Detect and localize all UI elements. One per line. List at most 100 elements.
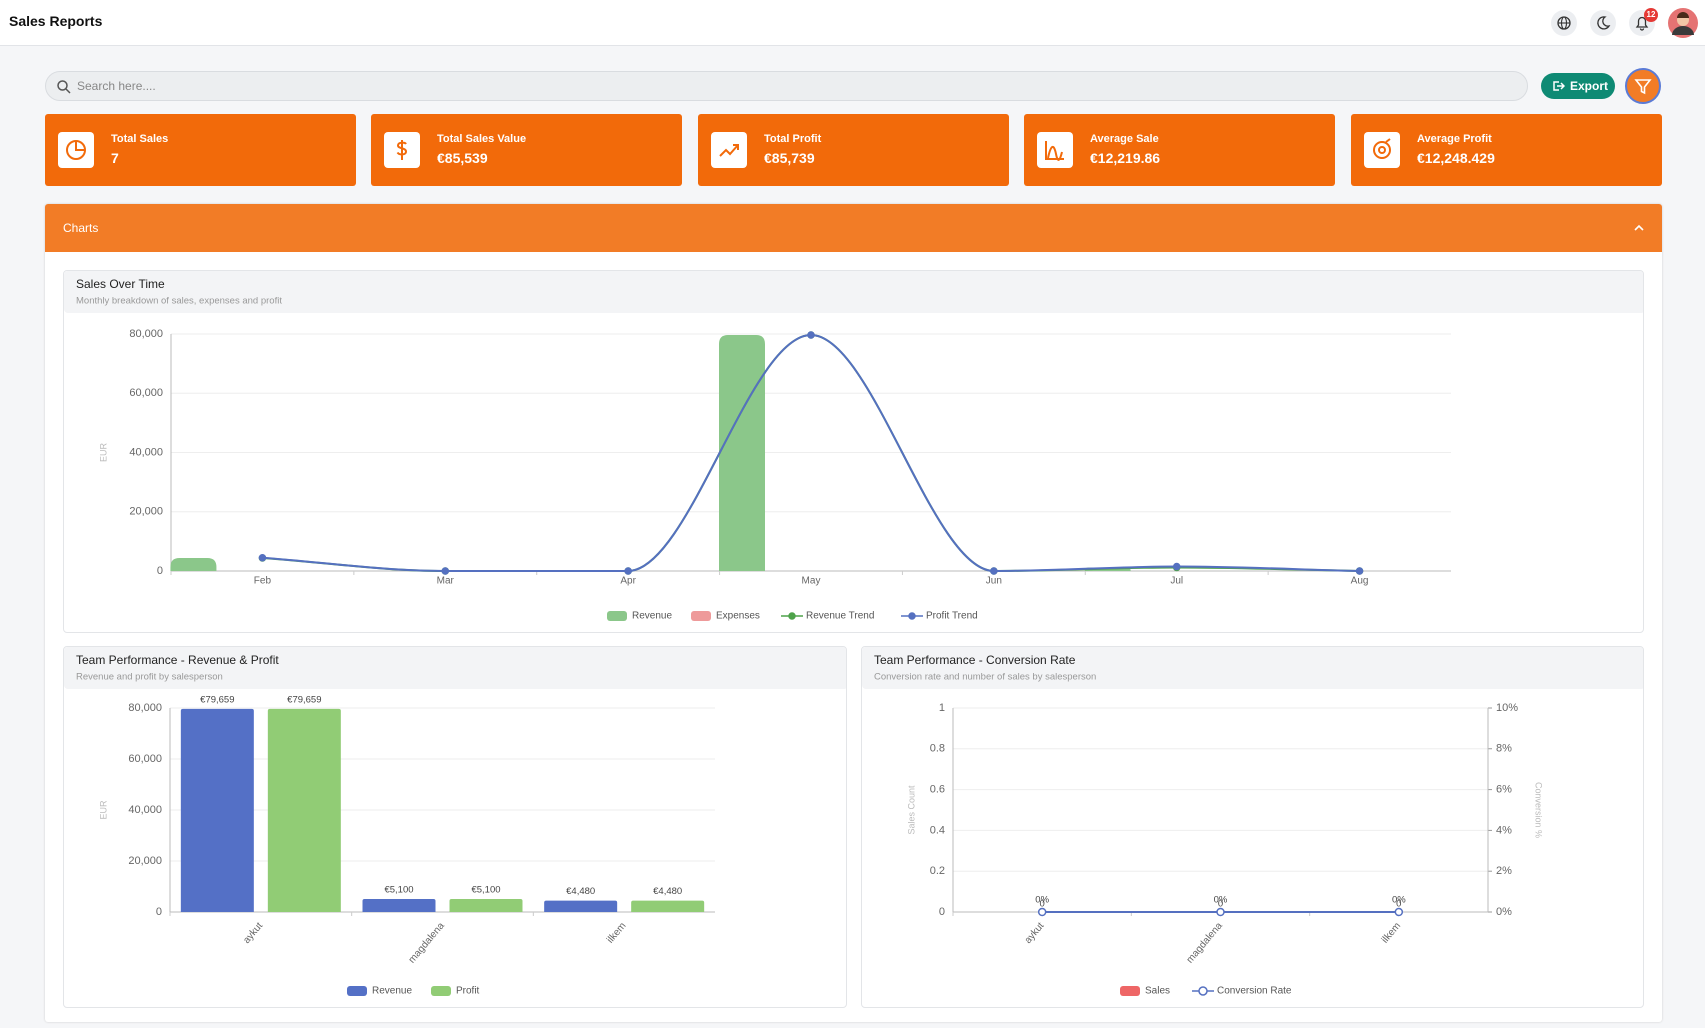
chart-card: Team Performance - Conversion Rate Conver…	[861, 646, 1644, 1008]
bar	[449, 898, 523, 912]
x-tick-label: magdalena	[1185, 920, 1226, 965]
stat-icon	[711, 132, 747, 168]
stat-icon	[58, 132, 94, 168]
y-tick-label: 0	[157, 565, 163, 577]
y-axis-label: EUR	[98, 443, 108, 463]
filter-button[interactable]	[1625, 68, 1661, 104]
search-bar[interactable]: Search here....	[45, 71, 1528, 101]
y-tick-label: 0	[156, 906, 162, 918]
stat-label: Total Profit	[764, 133, 822, 145]
bar	[631, 900, 705, 912]
stat-icon	[1364, 132, 1400, 168]
y2-tick-label: 4%	[1496, 824, 1512, 836]
y-axis-label: Sales Count	[906, 785, 916, 835]
page-title: Sales Reports	[9, 13, 103, 29]
bar-value-label: €79,659	[287, 694, 321, 705]
line-point	[1037, 907, 1047, 917]
y-tick-label: 0.8	[930, 743, 945, 755]
y-tick-label: 0.6	[930, 784, 945, 796]
stat-card: Total Profit €85,739	[698, 114, 1009, 186]
stat-value: €12,219.86	[1090, 150, 1161, 166]
globe-icon	[1557, 16, 1571, 30]
x-tick-label: ilkem	[1380, 921, 1403, 946]
moon-icon	[1597, 16, 1611, 30]
y-tick-label: 1	[939, 702, 945, 714]
stat-card: Total Sales Value €85,539	[371, 114, 682, 186]
stat-value: €85,739	[764, 150, 815, 166]
chart-card: Team Performance - Revenue & Profit Reven…	[63, 646, 847, 1008]
y2-tick-label: 0%	[1496, 906, 1512, 918]
legend-label: Profit	[456, 986, 480, 997]
line-point	[258, 553, 267, 562]
stat-value: 7	[111, 150, 119, 166]
language-button[interactable]	[1551, 10, 1577, 36]
stat-label: Total Sales Value	[437, 133, 527, 145]
x-tick-label: May	[802, 576, 821, 587]
x-tick-label: Mar	[437, 576, 455, 587]
top-bar: Sales Reports 12	[0, 0, 1705, 46]
line-point	[1172, 562, 1181, 571]
bar	[544, 900, 618, 912]
search-placeholder: Search here....	[77, 79, 156, 93]
y-tick-label: 40,000	[129, 446, 163, 458]
stat-icon	[1037, 132, 1073, 168]
notifications-button[interactable]: 12	[1629, 8, 1658, 36]
collapse-icon	[1634, 224, 1644, 231]
stat-label: Average Profit	[1417, 133, 1492, 145]
search-icon	[57, 80, 71, 94]
y-tick-label: 0	[939, 906, 945, 918]
x-tick-label: aykut	[241, 920, 265, 946]
chart-header	[64, 647, 846, 689]
chart-card: Sales Over Time Monthly breakdown of sale…	[63, 270, 1644, 633]
x-tick-label: aykut	[1023, 920, 1047, 946]
y2-tick-label: 2%	[1496, 865, 1512, 877]
legend-label: Revenue Trend	[806, 611, 874, 622]
legend-label: Profit Trend	[926, 611, 978, 622]
stat-icon	[384, 132, 420, 168]
line-point	[441, 567, 450, 575]
x-tick-label: ilkem	[605, 921, 628, 946]
export-button[interactable]: Export	[1541, 73, 1615, 99]
y2-tick-label: 10%	[1496, 702, 1518, 714]
line-point	[807, 331, 815, 339]
bar-value-label: 0	[1396, 899, 1401, 910]
legend-swatch	[1120, 986, 1140, 996]
stat-card: Average Sale €12,219.86	[1024, 114, 1335, 186]
bar-value-label: €5,100	[471, 885, 500, 896]
filter-icon	[1634, 79, 1652, 95]
avatar[interactable]	[1668, 8, 1698, 38]
legend-label: Revenue	[632, 611, 672, 622]
line-point	[1394, 907, 1404, 917]
theme-button[interactable]	[1590, 10, 1616, 36]
charts-panel-header[interactable]: Charts	[45, 204, 1662, 252]
charts-panel-title: Charts	[63, 221, 99, 235]
stat-icon-graphic	[1045, 141, 1064, 161]
stat-icon-graphic	[719, 144, 739, 157]
y-tick-label: 80,000	[128, 702, 162, 714]
bar-value-label: €4,480	[566, 886, 595, 897]
y-tick-label: 20,000	[129, 506, 163, 518]
chart-subtitle: Revenue and profit by salesperson	[76, 672, 223, 683]
bar	[170, 557, 217, 571]
trend-line	[262, 334, 1360, 573]
legend-label: Expenses	[716, 611, 760, 622]
bar-value-label: €5,100	[384, 885, 413, 896]
stat-icon-graphic	[396, 140, 408, 160]
y-axis-label: EUR	[98, 800, 108, 820]
bar	[180, 708, 254, 912]
y-tick-label: 40,000	[128, 804, 162, 816]
x-tick-label: Feb	[254, 576, 272, 587]
stat-icon-graphic	[1373, 138, 1391, 159]
stat-card: Average Profit €12,248.429	[1351, 114, 1662, 186]
y2-tick-label: 6%	[1496, 784, 1512, 796]
bar-value-label: €4,480	[653, 886, 682, 897]
point-value-label: 0%	[1214, 895, 1228, 906]
y2-axis-label: Conversion %	[1534, 782, 1544, 838]
line-point	[1355, 567, 1364, 575]
legend-swatch	[431, 986, 451, 996]
bar	[719, 335, 765, 571]
x-tick-label: Jun	[986, 576, 1002, 587]
chart-title: Sales Over Time	[76, 277, 165, 291]
x-tick-label: Apr	[620, 576, 636, 587]
